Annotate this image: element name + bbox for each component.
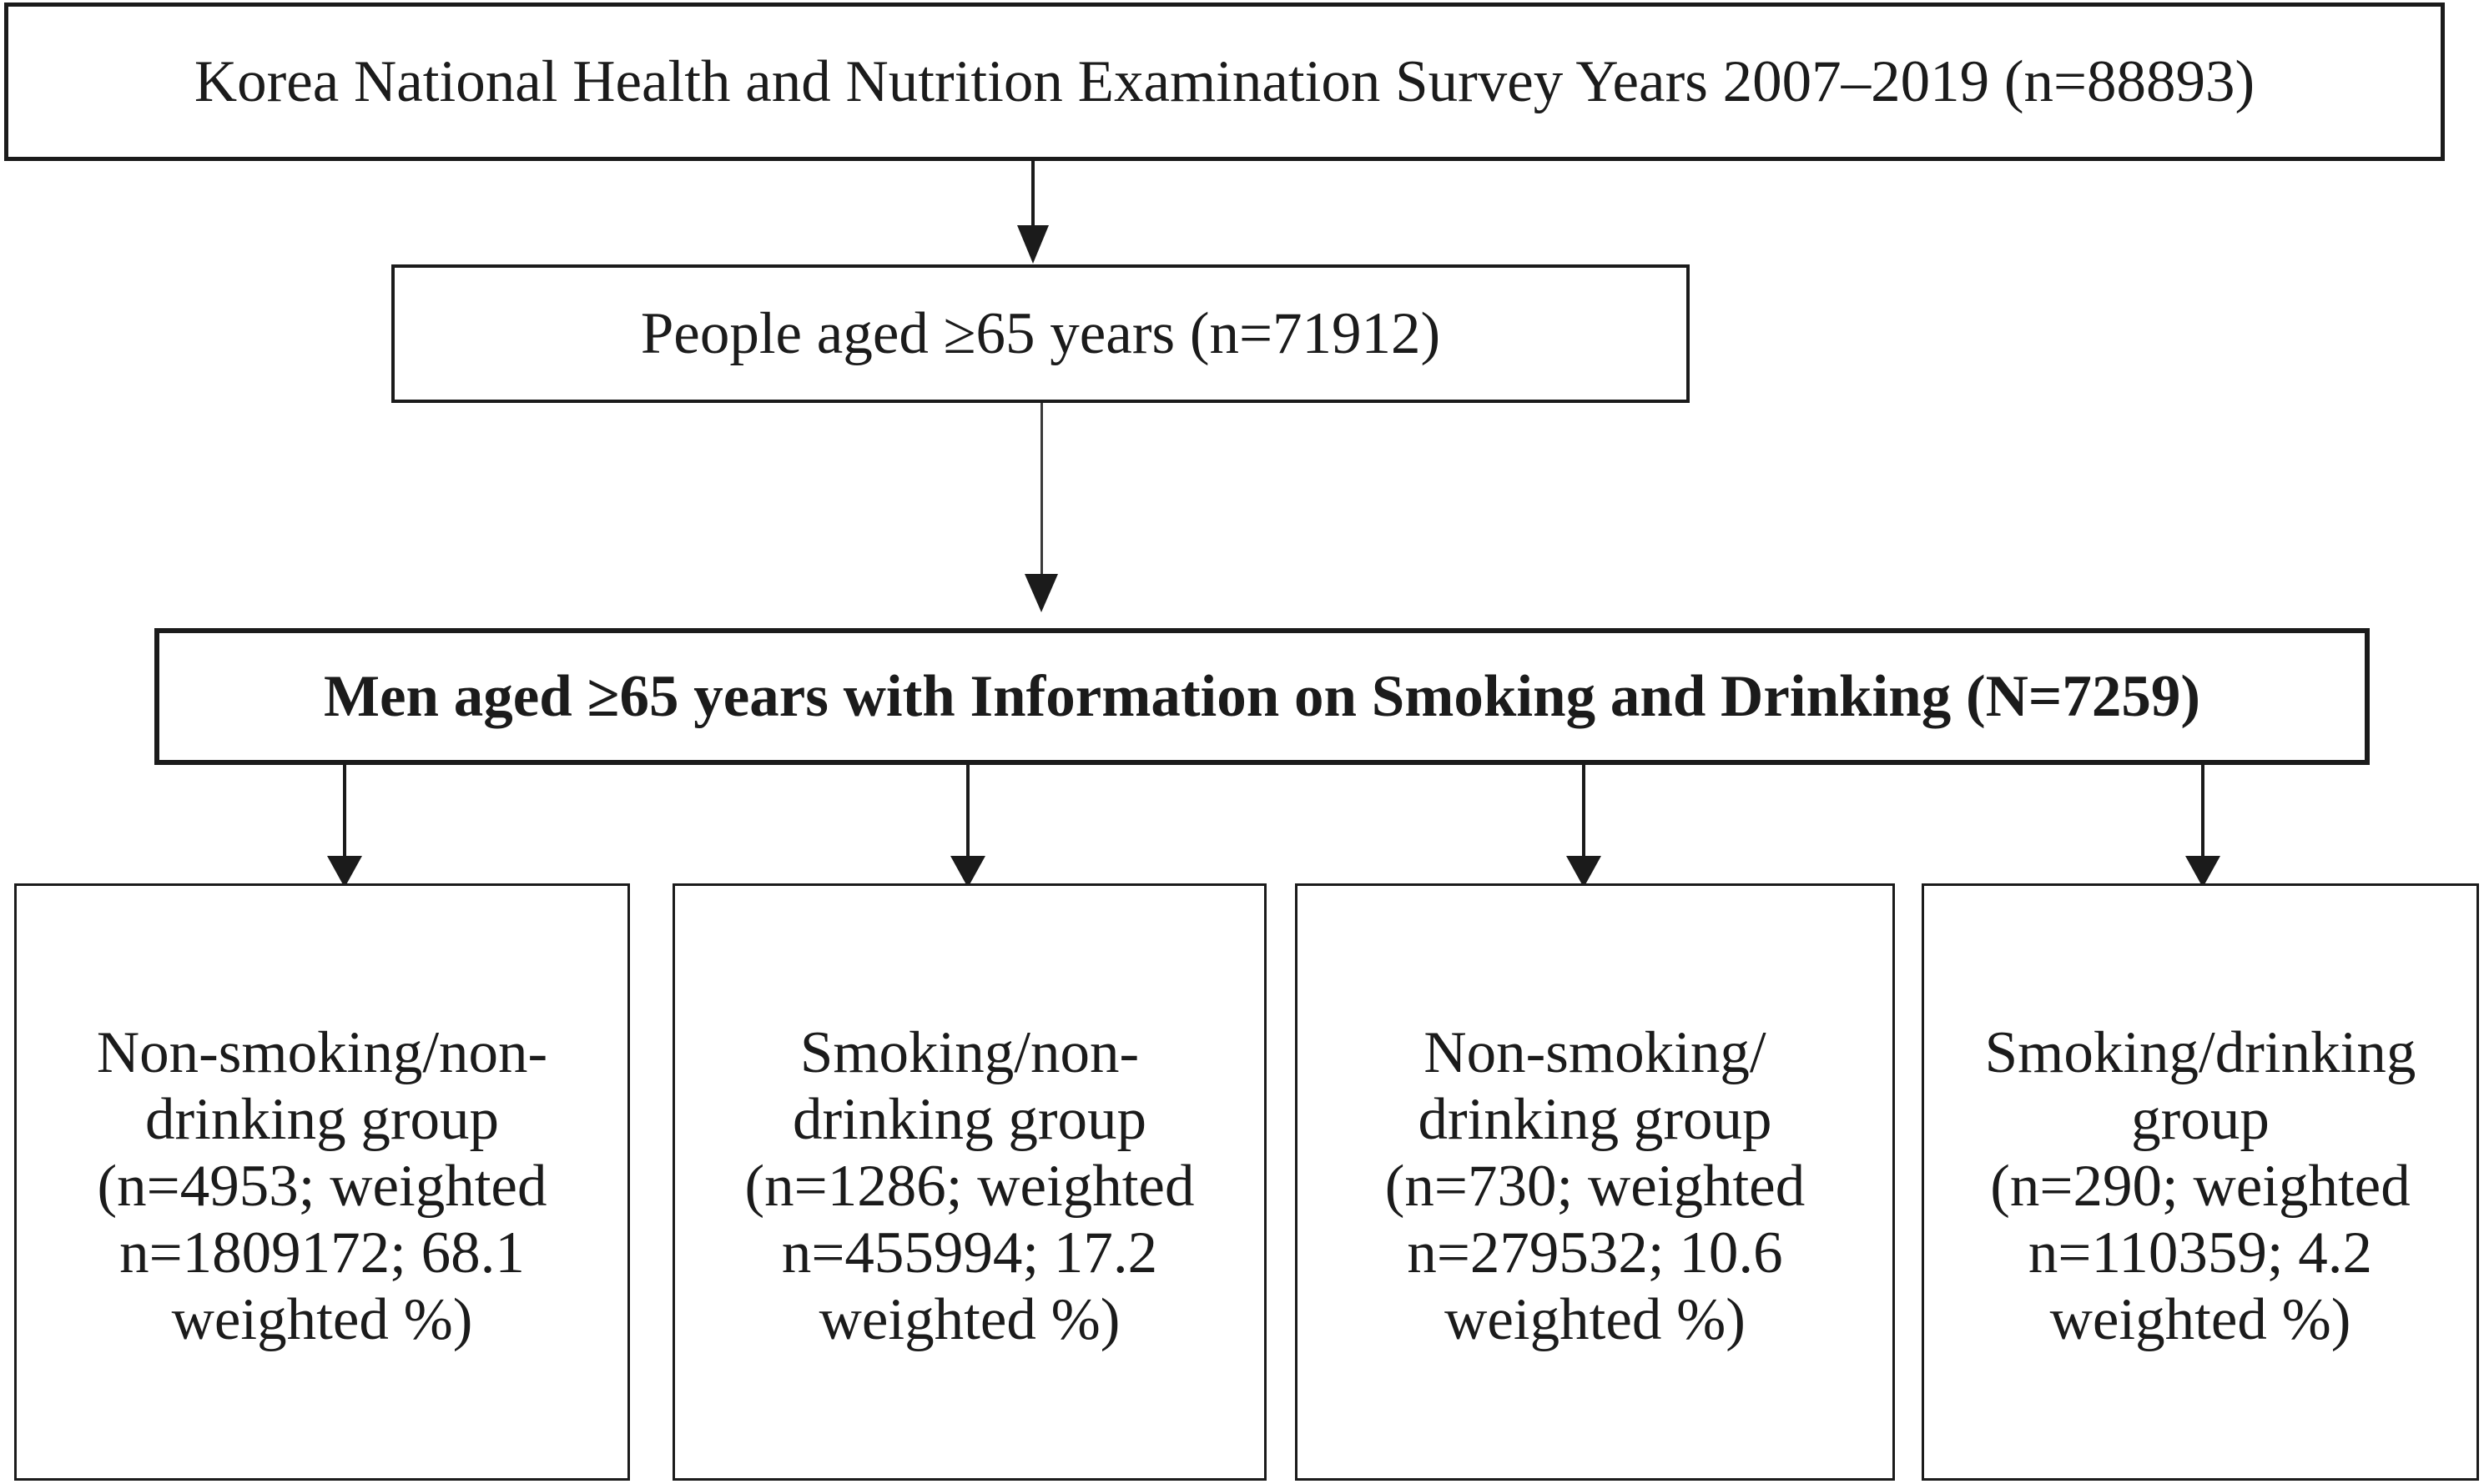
group-box-non-smoking-non-drinking: Non-smoking/non- drinking group (n=4953;… — [14, 883, 630, 1481]
flow-arrow-1-arrowhead-icon — [1017, 225, 1049, 264]
group-box-smoking-drinking: Smoking/drinking group (n=290; weighted … — [1922, 883, 2479, 1481]
flow-arrow-6-stem — [2201, 765, 2204, 858]
group-box-smoking-non-drinking: Smoking/non- drinking group (n=1286; wei… — [673, 883, 1267, 1481]
group-box-line: drinking group — [145, 1087, 499, 1152]
group-box-line: drinking group — [1418, 1087, 1772, 1152]
men-box: Men aged ≥65 years with Information on S… — [154, 628, 2370, 765]
survey-box: Korea National Health and Nutrition Exam… — [4, 3, 2445, 161]
flow-arrow-5-stem — [1582, 765, 1585, 858]
group-box-line: group — [2131, 1087, 2270, 1152]
group-box-line: n=110359; 4.2 — [2028, 1220, 2373, 1285]
group-box-line: weighted %) — [819, 1287, 1121, 1352]
group-box-line: n=455994; 17.2 — [781, 1220, 1158, 1285]
group-box-line: Non-smoking/ — [1423, 1020, 1766, 1085]
flow-arrow-6-arrowhead-icon — [2185, 856, 2220, 888]
survey-box-label: Korea National Health and Nutrition Exam… — [194, 48, 2255, 114]
men-box-label: Men aged ≥65 years with Information on S… — [323, 663, 2201, 729]
group-box-line: n=1809172; 68.1 — [119, 1220, 525, 1285]
group-box-line: (n=4953; weighted — [97, 1154, 547, 1219]
flow-arrow-1-stem — [1031, 161, 1035, 226]
flow-arrow-2-stem — [1040, 403, 1043, 576]
aged-box: People aged ≥65 years (n=71912) — [391, 264, 1690, 403]
flow-arrow-3-stem — [343, 765, 346, 858]
group-box-line: Non-smoking/non- — [96, 1020, 548, 1085]
flow-arrow-2-arrowhead-icon — [1025, 574, 1058, 612]
group-box-line: (n=730; weighted — [1384, 1154, 1806, 1219]
group-box-line: drinking group — [793, 1087, 1146, 1152]
group-box-non-smoking-drinking: Non-smoking/ drinking group (n=730; weig… — [1295, 883, 1895, 1481]
flow-arrow-4-arrowhead-icon — [950, 856, 985, 888]
flow-arrow-5-arrowhead-icon — [1566, 856, 1601, 888]
group-box-line: n=279532; 10.6 — [1407, 1220, 1783, 1285]
group-box-line: (n=290; weighted — [1990, 1154, 2411, 1219]
group-box-line: weighted %) — [171, 1287, 473, 1352]
group-box-line: weighted %) — [1444, 1287, 1746, 1352]
aged-box-label: People aged ≥65 years (n=71912) — [640, 300, 1441, 366]
flow-arrow-4-stem — [966, 765, 970, 858]
flow-arrow-3-arrowhead-icon — [327, 856, 362, 888]
group-box-line: Smoking/drinking — [1984, 1020, 2416, 1085]
group-box-line: weighted %) — [2049, 1287, 2351, 1352]
group-box-line: (n=1286; weighted — [744, 1154, 1195, 1219]
group-box-line: Smoking/non- — [799, 1020, 1140, 1085]
